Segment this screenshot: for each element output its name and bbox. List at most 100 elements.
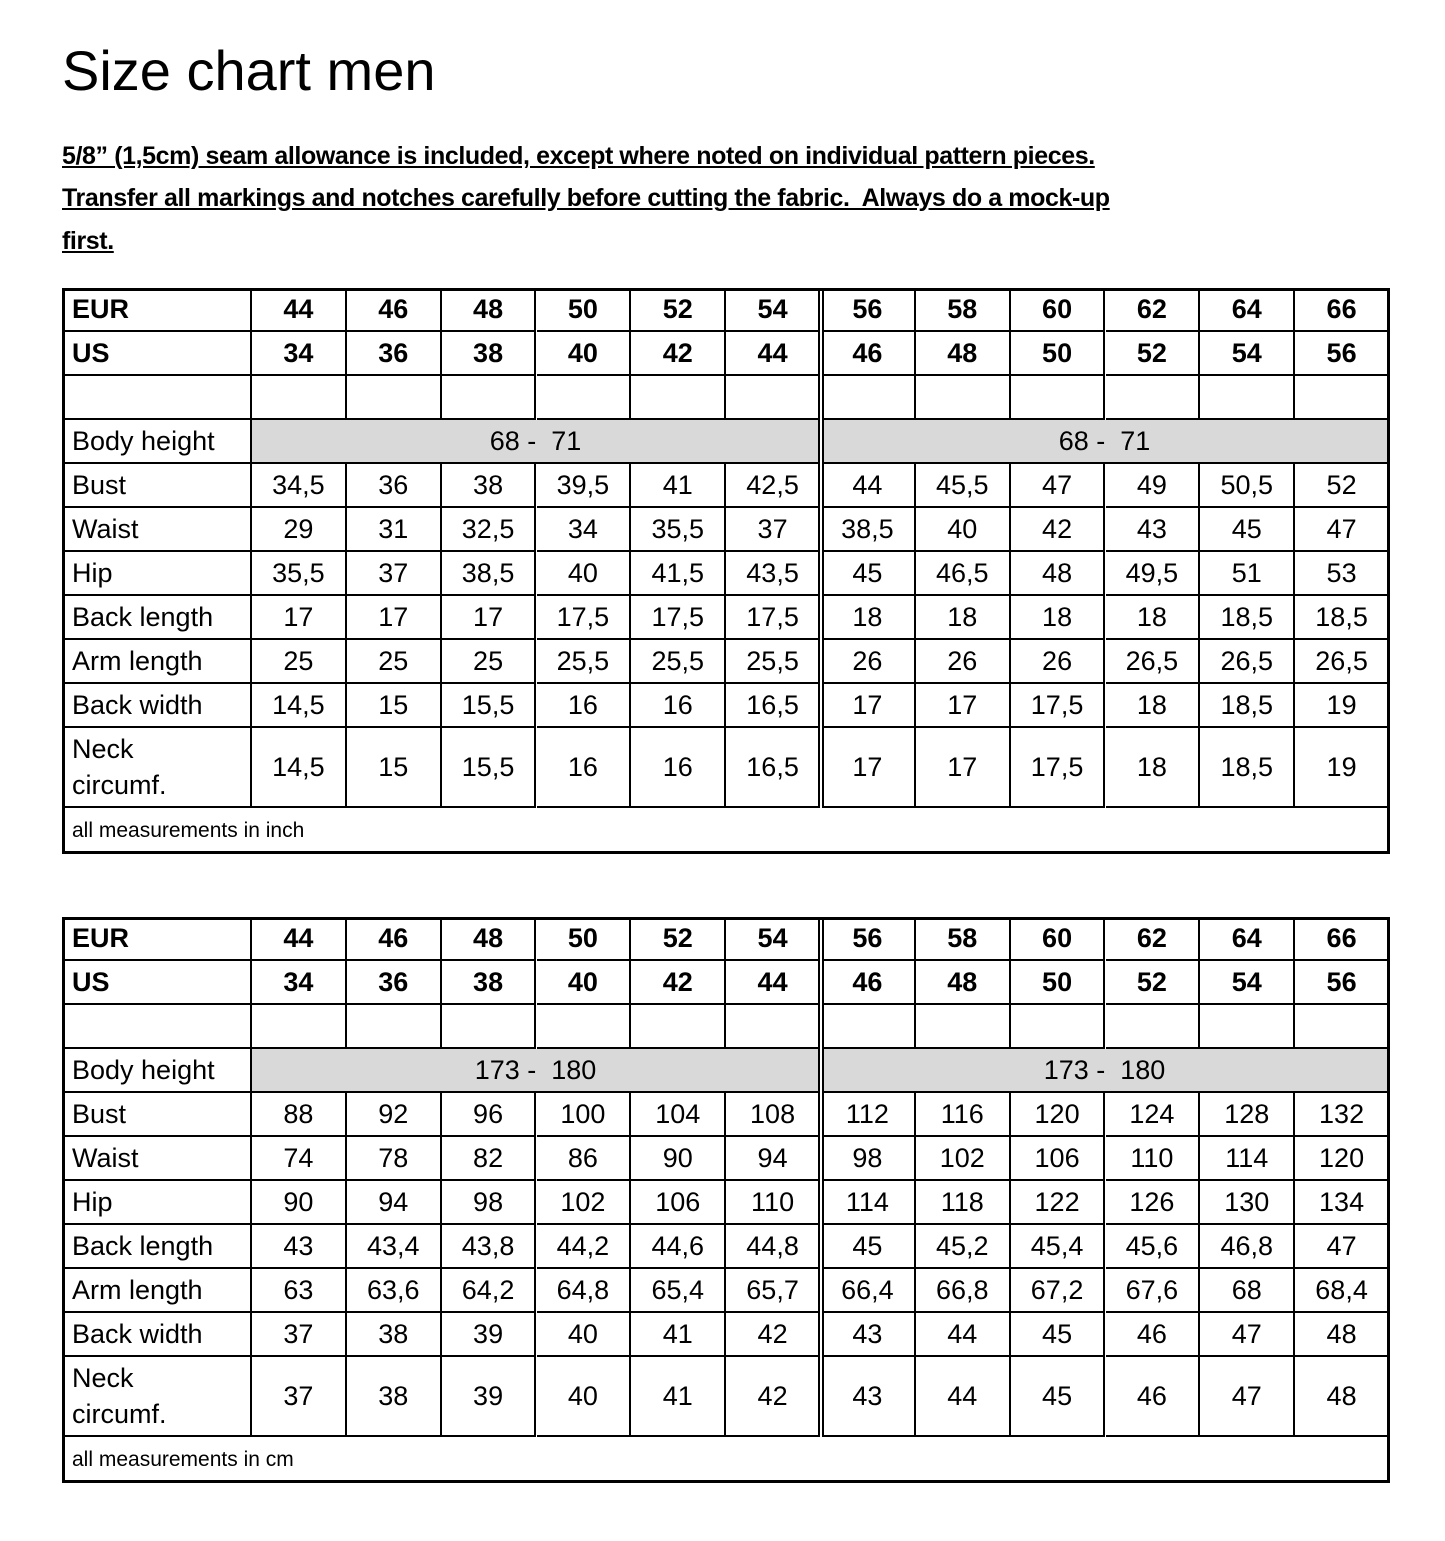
empty-cell [821,1005,916,1049]
value-cell: 18 [1105,596,1201,640]
size-cell: 34 [252,332,347,376]
size-cell: 64 [1200,288,1296,332]
size-cell: 40 [536,332,632,376]
double-divider [818,917,824,1437]
size-cell: 58 [915,917,1011,961]
value-cell: 128 [1200,1093,1296,1137]
empty-cell [1010,376,1106,420]
empty-cell [62,376,252,420]
value-cell: 88 [252,1093,347,1137]
value-cell: 67,6 [1105,1269,1201,1313]
value-cell: 40 [536,1357,632,1437]
size-cell: 46 [346,288,442,332]
value-cell: 25 [346,640,442,684]
value-cell: 38,5 [821,508,916,552]
table-frame [62,917,1390,1483]
value-cell: 47 [1200,1313,1296,1357]
size-cell: 34 [252,961,347,1005]
size-cell: 46 [821,332,916,376]
value-cell: 45,6 [1105,1225,1201,1269]
value-cell: 31 [346,508,442,552]
size-cell: 46 [346,917,442,961]
empty-cell [915,1005,1011,1049]
table-frame [62,288,1390,854]
value-cell: 34 [536,508,632,552]
value-cell: 26,5 [1105,640,1201,684]
double-divider [818,288,824,808]
value-cell: 44,2 [536,1225,632,1269]
row-label: Body height [62,420,252,464]
size-cell: 66 [1295,917,1390,961]
size-cell: 42 [631,332,727,376]
value-cell: 26,5 [1295,640,1390,684]
value-cell: 40 [915,508,1011,552]
value-cell: 41 [631,464,727,508]
value-cell: 36 [346,464,442,508]
value-cell: 114 [821,1181,916,1225]
value-cell: 122 [1010,1181,1106,1225]
empty-cell [346,1005,442,1049]
value-cell: 43,5 [726,552,821,596]
value-cell: 26,5 [1200,640,1296,684]
row-label: Hip [62,552,252,596]
size-cell: 40 [536,961,632,1005]
footnote: all measurements in cm [72,1448,294,1471]
value-cell: 43 [821,1313,916,1357]
value-cell: 40 [536,552,632,596]
value-cell: 120 [1010,1093,1106,1137]
row-label: EUR [62,288,252,332]
value-cell: 100 [536,1093,632,1137]
value-cell: 25,5 [536,640,632,684]
row-label: US [62,961,252,1005]
value-cell: 46 [1105,1357,1201,1437]
value-cell: 45,5 [915,464,1011,508]
size-cell: 50 [536,917,632,961]
size-cell: 60 [1010,917,1106,961]
value-cell: 66,4 [821,1269,916,1313]
value-cell: 15 [346,728,442,808]
value-cell: 15,5 [441,728,537,808]
note-line: Transfer all markings and notches carefu… [62,184,1110,212]
size-cell: 36 [346,961,442,1005]
value-cell: 18 [1105,684,1201,728]
value-cell: 46 [1105,1313,1201,1357]
value-cell: 39 [441,1313,537,1357]
body-height-cell: 173 - 180 [252,1049,821,1093]
value-cell: 39,5 [536,464,632,508]
value-cell: 45,2 [915,1225,1011,1269]
value-cell: 65,7 [726,1269,821,1313]
value-cell: 45 [821,552,916,596]
value-cell: 16 [536,728,632,808]
value-cell: 102 [915,1137,1011,1181]
value-cell: 49 [1105,464,1201,508]
value-cell: 43,4 [346,1225,442,1269]
value-cell: 132 [1295,1093,1390,1137]
size-cell: 62 [1105,288,1201,332]
size-cell: 66 [1295,288,1390,332]
empty-cell [252,376,347,420]
value-cell: 25 [252,640,347,684]
size-cell: 50 [1010,961,1106,1005]
value-cell: 78 [346,1137,442,1181]
size-cell: 36 [346,332,442,376]
value-cell: 42 [1010,508,1106,552]
value-cell: 18 [821,596,916,640]
empty-cell [62,1005,252,1049]
size-cell: 54 [1200,332,1296,376]
value-cell: 63 [252,1269,347,1313]
value-cell: 43,8 [441,1225,537,1269]
row-label: EUR [62,917,252,961]
value-cell: 45 [1200,508,1296,552]
size-cell: 42 [631,961,727,1005]
value-cell: 41 [631,1357,727,1437]
value-cell: 17,5 [536,596,632,640]
value-cell: 18,5 [1200,684,1296,728]
value-cell: 134 [1295,1181,1390,1225]
value-cell: 34,5 [252,464,347,508]
size-cell: 54 [726,288,821,332]
value-cell: 14,5 [252,684,347,728]
value-cell: 25,5 [631,640,727,684]
row-label: Arm length [62,640,252,684]
value-cell: 16 [631,728,727,808]
